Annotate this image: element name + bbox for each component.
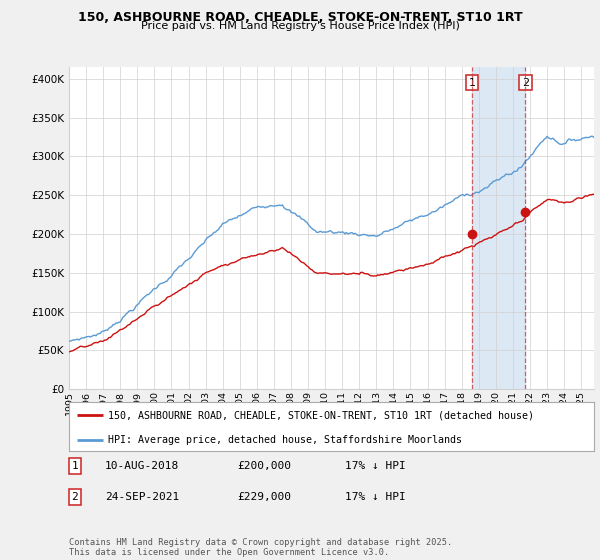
Text: Contains HM Land Registry data © Crown copyright and database right 2025.
This d: Contains HM Land Registry data © Crown c…	[69, 538, 452, 557]
Text: 2: 2	[522, 78, 529, 88]
Bar	[472, 67, 526, 389]
Text: 2: 2	[71, 492, 79, 502]
Text: 24-SEP-2021: 24-SEP-2021	[105, 492, 179, 502]
Text: 10-AUG-2018: 10-AUG-2018	[105, 461, 179, 471]
Text: HPI: Average price, detached house, Staffordshire Moorlands: HPI: Average price, detached house, Staf…	[109, 435, 463, 445]
Text: £229,000: £229,000	[237, 492, 291, 502]
Text: 150, ASHBOURNE ROAD, CHEADLE, STOKE-ON-TRENT, ST10 1RT (detached house): 150, ASHBOURNE ROAD, CHEADLE, STOKE-ON-T…	[109, 410, 535, 421]
Text: Price paid vs. HM Land Registry's House Price Index (HPI): Price paid vs. HM Land Registry's House …	[140, 21, 460, 31]
Text: 150, ASHBOURNE ROAD, CHEADLE, STOKE-ON-TRENT, ST10 1RT: 150, ASHBOURNE ROAD, CHEADLE, STOKE-ON-T…	[77, 11, 523, 24]
Text: 17% ↓ HPI: 17% ↓ HPI	[345, 492, 406, 502]
Text: £200,000: £200,000	[237, 461, 291, 471]
Text: 1: 1	[469, 78, 476, 88]
Text: 1: 1	[71, 461, 79, 471]
Text: 17% ↓ HPI: 17% ↓ HPI	[345, 461, 406, 471]
